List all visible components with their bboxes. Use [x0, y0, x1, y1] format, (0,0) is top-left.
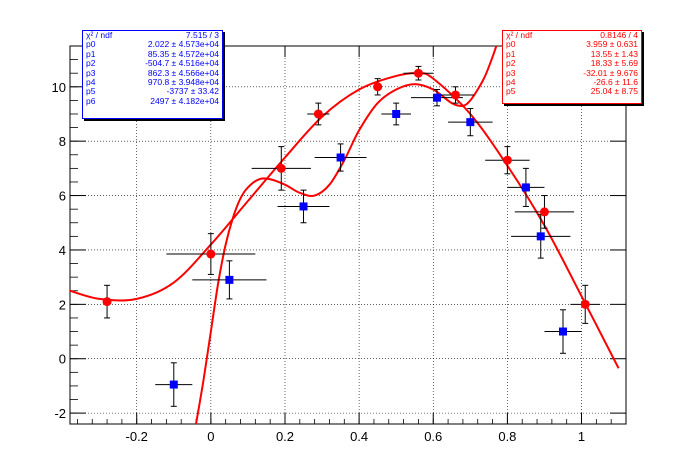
stat-box-red: χ² / ndf 0.8146 / 4 p0 3.959 ± 0.631 p1 13.55… — [502, 30, 642, 104]
y-tick-label: 6 — [59, 189, 66, 204]
stat-row: χ² / ndf 0.8146 / 4 — [503, 30, 641, 40]
fit-curves — [69, 45, 620, 425]
stat-value: -26.6 ± 11.6 — [593, 77, 638, 88]
data-point-square — [392, 109, 401, 118]
data-point-square — [432, 93, 441, 102]
stat-key: p4 — [86, 77, 96, 88]
stat-value: 0.8146 / 4 — [600, 30, 638, 40]
stat-key: p5 — [506, 86, 516, 97]
stat-row: p5 25.04 ± 8.75 — [503, 86, 641, 97]
plot-frame — [69, 45, 627, 425]
stat-row: p0 2.022 ± 4.573e+04 — [83, 39, 222, 50]
stat-row: p4 970.8 ± 3.948e+04 — [83, 77, 222, 88]
stat-row: p2 -504.7 ± 4.516e+04 — [83, 58, 222, 69]
stat-value: 7.515 / 3 — [185, 30, 219, 40]
x-tick-label: 0.8 — [498, 429, 516, 444]
y-tick-label: 8 — [59, 134, 66, 149]
stat-value: 2497 ± 4.182e+04 — [150, 95, 219, 106]
data-point-square — [521, 183, 530, 192]
stat-key: χ² / ndf — [86, 30, 113, 40]
stat-value: 13.55 ± 1.43 — [590, 48, 638, 59]
data-point-circle — [206, 249, 216, 259]
stat-key: p5 — [86, 86, 96, 97]
data-point-circle — [102, 297, 112, 307]
stat-value: 970.8 ± 3.948e+04 — [147, 77, 219, 88]
y-tick-label: 10 — [52, 80, 66, 95]
stat-value: -32.01 ± 9.676 — [583, 67, 638, 78]
stat-row: p2 18.33 ± 5.69 — [503, 58, 641, 69]
stat-key: p3 — [86, 67, 96, 78]
data-point-circle — [580, 299, 590, 309]
data-point-square — [225, 275, 234, 284]
stat-key: p0 — [86, 39, 96, 50]
stat-value: 25.04 ± 8.75 — [590, 86, 638, 97]
stat-box-blue: χ² / ndf 7.515 / 3 p0 2.022 ± 4.573e+04 p1 85… — [82, 30, 223, 119]
stat-value: -3737 ± 33.42 — [166, 86, 219, 97]
y-tick-label: 2 — [59, 297, 66, 312]
stat-value: 18.33 ± 5.69 — [590, 58, 638, 69]
stat-row: p0 3.959 ± 0.631 — [503, 39, 641, 50]
stat-value: 3.959 ± 0.631 — [586, 39, 638, 50]
stat-row: p1 13.55 ± 1.43 — [503, 48, 641, 59]
x-tick-label: 0.2 — [276, 429, 294, 444]
data-point-circle — [539, 207, 549, 217]
y-tick-label: 0 — [59, 352, 66, 367]
stat-row: p3 -32.01 ± 9.676 — [503, 67, 641, 78]
fit-curve — [195, 45, 498, 425]
y-tick-label: -2 — [54, 406, 66, 421]
data-point-circle — [502, 155, 512, 165]
data-markers — [102, 68, 590, 389]
data-point-square — [299, 202, 308, 211]
data-point-circle — [373, 82, 383, 92]
stat-key: p2 — [86, 58, 96, 69]
x-tick-label: 1 — [578, 429, 585, 444]
stat-row: p3 862.3 ± 4.566e+04 — [83, 67, 222, 78]
stat-key: p1 — [506, 48, 516, 59]
stat-row: p4 -26.6 ± 11.6 — [503, 77, 641, 88]
x-tick-label: -0.2 — [126, 429, 148, 444]
stat-row: p6 2497 ± 4.182e+04 — [83, 95, 222, 106]
y-tick-label: 4 — [59, 243, 66, 258]
stat-value: 2.022 ± 4.573e+04 — [147, 39, 219, 50]
data-point-square — [558, 327, 567, 336]
stat-value: -504.7 ± 4.516e+04 — [145, 58, 219, 69]
data-point-square — [169, 380, 178, 389]
x-tick-label: 0 — [207, 429, 214, 444]
fit-curve — [69, 72, 620, 369]
data-point-square — [466, 118, 475, 127]
data-point-circle — [276, 163, 286, 173]
stat-key: p0 — [506, 39, 516, 50]
data-point-circle — [413, 68, 423, 78]
data-point-circle — [313, 109, 323, 119]
x-tick-label: 0.6 — [424, 429, 442, 444]
tick-labels: -0.2 0 0.2 0.4 0.6 0.8 1 -2 0 2 4 6 8 10 — [52, 80, 586, 444]
stat-key: p3 — [506, 67, 516, 78]
axis-ticks — [70, 45, 626, 424]
x-tick-label: 0.4 — [350, 429, 368, 444]
stat-key: p6 — [86, 95, 96, 106]
stat-key: p1 — [86, 48, 96, 59]
stat-value: 85.35 ± 4.572e+04 — [147, 48, 219, 59]
stat-key: p2 — [506, 58, 516, 69]
stat-row: χ² / ndf 7.515 / 3 — [83, 30, 222, 40]
stat-key: p4 — [506, 77, 516, 88]
stat-key: χ² / ndf — [506, 30, 533, 40]
data-point-circle — [450, 90, 460, 100]
data-point-square — [536, 232, 545, 241]
stat-row: p1 85.35 ± 4.572e+04 — [83, 48, 222, 59]
stat-row: p5 -3737 ± 33.42 — [83, 86, 222, 97]
stat-value: 862.3 ± 4.566e+04 — [147, 67, 219, 78]
data-point-square — [336, 153, 345, 162]
